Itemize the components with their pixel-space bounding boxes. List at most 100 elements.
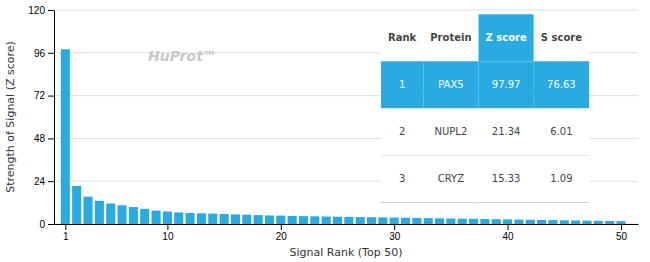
bar (605, 221, 614, 224)
tick-label: 0 (39, 219, 45, 230)
table-cell (423, 108, 478, 155)
bar (401, 218, 410, 224)
tick-mark (394, 224, 395, 230)
table-cell (381, 14, 423, 61)
tick: 72 (34, 90, 54, 101)
axis-line (54, 11, 55, 225)
tick: 30 (389, 224, 401, 242)
tick-mark (48, 10, 54, 11)
table-cell (534, 14, 589, 61)
bar (299, 216, 308, 224)
bar (322, 217, 331, 224)
table-text: 6.01 (550, 126, 572, 137)
bar (526, 220, 535, 224)
bar (163, 212, 172, 224)
bar (537, 220, 546, 224)
table-border (423, 202, 478, 203)
table-cell (479, 156, 534, 203)
tick: 48 (34, 133, 54, 144)
table-cell (479, 108, 534, 155)
bar (95, 201, 104, 224)
bar (220, 214, 229, 224)
bar (140, 209, 149, 224)
bar (367, 217, 376, 224)
bar (458, 219, 467, 224)
table-border (381, 202, 423, 203)
bar (118, 205, 127, 224)
tick: 120 (28, 5, 54, 16)
chart: 11020304050024487296120HuProt™Signal Ran… (0, 0, 650, 262)
grid (54, 10, 638, 224)
bar (61, 49, 70, 224)
tick-label: 120 (28, 5, 45, 16)
axis-line (55, 224, 639, 225)
bar (310, 216, 319, 224)
tick-mark (65, 224, 66, 230)
x-axis-title: Signal Rank (Top 50) (290, 246, 403, 259)
bar (276, 216, 285, 224)
y-axis-title: Strength of Signal (Z score) (4, 41, 17, 193)
table-header: Protein (430, 32, 471, 43)
table-border (534, 202, 589, 203)
table-text: PAX5 (438, 79, 463, 90)
tick-label: 24 (34, 176, 46, 187)
table-text: 21.34 (492, 126, 521, 137)
tick: 40 (503, 224, 515, 242)
bar (129, 207, 138, 224)
bar (106, 203, 115, 224)
table-header: Rank (388, 32, 417, 43)
tick-label: 96 (34, 48, 46, 59)
table-header: S score (541, 32, 582, 43)
tick-label: 72 (34, 90, 46, 101)
table-text: 97.97 (492, 79, 521, 90)
tick-mark (48, 224, 54, 225)
table-cell (479, 61, 534, 108)
bar (503, 219, 512, 224)
bar (197, 213, 206, 224)
bar (390, 218, 399, 224)
table-text: 1 (399, 79, 405, 90)
bar (83, 197, 92, 224)
tick-label: 48 (34, 133, 46, 144)
bar (288, 216, 297, 224)
tick-label: 10 (162, 231, 174, 242)
bar (446, 218, 455, 224)
bar (378, 217, 387, 224)
watermark: HuProt™ (148, 48, 217, 64)
tick: 96 (34, 48, 54, 59)
bar (469, 219, 478, 224)
table-cell (534, 156, 589, 203)
tick: 50 (616, 224, 628, 242)
bar (514, 220, 523, 224)
bar (333, 217, 342, 224)
table-text: 3 (399, 173, 405, 184)
tick: 24 (34, 176, 54, 187)
bar (548, 220, 557, 224)
bar (412, 218, 421, 224)
table-cell (534, 61, 589, 108)
table-header: Z score (486, 32, 527, 43)
table-text: 76.63 (547, 79, 576, 90)
table-cell (534, 108, 589, 155)
bar (594, 221, 603, 224)
table-text: CRYZ (438, 173, 464, 184)
tick-mark (281, 224, 282, 230)
tick-label: 40 (503, 231, 515, 242)
bar (492, 219, 501, 224)
bar (186, 213, 195, 224)
table-cell (479, 14, 534, 61)
table-cell (423, 61, 478, 108)
table-border (479, 202, 534, 203)
bar (265, 215, 274, 224)
bar (242, 215, 251, 224)
x-axis: 11020304050 (55, 224, 639, 242)
bar (152, 211, 161, 224)
tick-label: 30 (389, 231, 401, 242)
tick-mark (48, 96, 54, 97)
bar (254, 215, 263, 224)
bar (208, 214, 217, 224)
table-text: 1.09 (550, 173, 572, 184)
bar (356, 217, 365, 224)
bar (174, 212, 183, 224)
tick-mark (621, 224, 622, 230)
